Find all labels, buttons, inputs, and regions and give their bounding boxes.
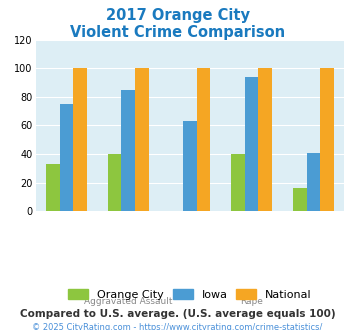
Text: 2017 Orange City: 2017 Orange City [105,8,250,23]
Text: Violent Crime Comparison: Violent Crime Comparison [70,25,285,40]
Text: Compared to U.S. average. (U.S. average equals 100): Compared to U.S. average. (U.S. average … [20,309,335,318]
Bar [231,154,245,211]
Legend: Orange City, Iowa, National: Orange City, Iowa, National [68,289,312,300]
Bar [320,68,334,211]
Bar [183,121,197,211]
Bar [108,154,121,211]
Bar [73,68,87,211]
Bar [245,77,258,211]
Bar [293,188,307,211]
Bar [307,152,320,211]
Text: Rape: Rape [240,297,263,306]
Bar [60,104,73,211]
Text: © 2025 CityRating.com - https://www.cityrating.com/crime-statistics/: © 2025 CityRating.com - https://www.city… [32,323,323,330]
Bar [197,68,210,211]
Bar [121,90,135,211]
Bar [258,68,272,211]
Bar [135,68,148,211]
Text: Aggravated Assault: Aggravated Assault [84,297,173,306]
Bar [46,164,60,211]
